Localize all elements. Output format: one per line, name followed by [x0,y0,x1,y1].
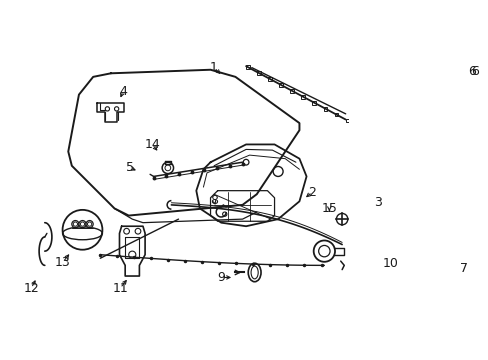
Bar [312,101,315,105]
Text: 8: 8 [210,194,218,207]
Text: 3: 3 [373,196,381,209]
Text: 11: 11 [112,282,128,294]
Bar [334,113,338,116]
Circle shape [86,221,93,228]
Text: 15: 15 [321,202,337,215]
Bar [290,89,293,93]
Text: 6: 6 [467,65,474,78]
Circle shape [79,221,86,228]
Bar [268,77,271,81]
Text: 10: 10 [382,257,398,270]
Bar [279,83,282,87]
Text: 5: 5 [126,161,134,174]
Text: 4: 4 [119,85,127,98]
Bar [323,107,326,111]
Text: 9: 9 [217,271,224,284]
Text: 2: 2 [308,186,316,199]
Text: 6: 6 [470,65,478,78]
Bar [301,95,305,99]
Text: 7: 7 [460,262,468,275]
Bar [257,71,260,75]
Text: 12: 12 [23,282,39,294]
Bar [245,66,249,69]
Text: 1: 1 [210,61,218,74]
Bar [345,119,348,122]
Circle shape [72,221,79,228]
Text: 13: 13 [55,256,70,269]
Text: 14: 14 [144,138,160,151]
